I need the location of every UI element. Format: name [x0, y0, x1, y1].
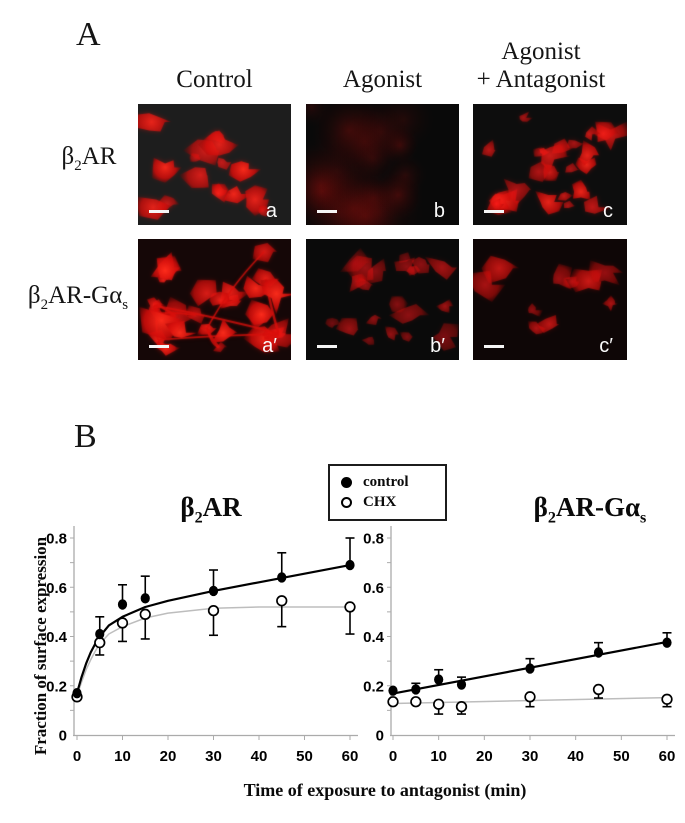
micrograph-panel-c: c — [473, 104, 627, 225]
chart-title-b2ar-gas: β2AR-Gαs — [533, 492, 647, 527]
y-tick-label: 0 — [376, 728, 384, 745]
micrograph-panel-a-prime: a′ — [138, 239, 291, 360]
column-header-control: Control — [176, 66, 253, 93]
x-tick-label: 10 — [114, 748, 131, 765]
scale-bar — [149, 344, 169, 348]
filled-circle-icon — [341, 477, 352, 488]
micrograph-image-c-prime — [473, 239, 627, 360]
x-tick-label: 50 — [613, 748, 630, 765]
micrograph-letter: b′ — [430, 335, 445, 357]
y-tick-label: 0.2 — [46, 678, 67, 695]
chart-b2ar: 0 0.2 0.4 0.6 0.8 0 10 20 30 40 50 60 — [46, 526, 358, 765]
x-tick-label: 50 — [296, 748, 313, 765]
data-point-chx — [433, 698, 445, 710]
data-point-chx — [207, 604, 220, 617]
data-point-control — [388, 685, 398, 696]
micrograph-letter: a′ — [262, 335, 277, 357]
data-point-chx — [661, 693, 673, 705]
data-point-control — [525, 663, 535, 674]
fit-line-CHX — [76, 606, 350, 696]
x-tick-label: 10 — [430, 748, 447, 765]
data-point-chx — [139, 608, 151, 620]
chart-title-b2ar: β2AR — [180, 492, 242, 527]
micrograph-letter: c — [603, 200, 613, 222]
chart-b2ar-gas: 0 0.2 0.4 0.6 0.8 0 10 20 30 40 50 60 — [363, 526, 675, 765]
y-tick-label: 0 — [59, 728, 67, 745]
x-tick-label: 40 — [251, 748, 268, 765]
data-point-control — [208, 585, 219, 597]
micrograph-panel-a: a — [138, 104, 291, 225]
micrograph-letter: b — [433, 200, 445, 222]
column-header-agonist: Agonist — [342, 66, 423, 93]
data-point-control — [72, 687, 82, 699]
surface-expression-charts: 00.20.40.60.80 10 20 30 40 50 6000.20.40.60.80… — [46, 526, 675, 765]
scale-bar — [484, 209, 504, 213]
micrograph-image-a-prime — [138, 239, 291, 360]
row-label-b2ar: β2AR — [61, 143, 117, 174]
micrograph-image-b-prime — [306, 239, 459, 360]
micrograph-panel-b-prime: b′ — [306, 239, 459, 360]
x-axis-label: Time of exposure to antagonist (min) — [243, 780, 527, 800]
data-point-chx — [524, 691, 536, 703]
y-tick-label: 0.6 — [363, 580, 384, 597]
legend-item-control: control — [341, 474, 445, 491]
legend-label-control: control — [363, 474, 409, 490]
data-point-control — [140, 593, 150, 604]
x-tick-label: 20 — [476, 748, 493, 765]
data-point-chx — [116, 617, 129, 629]
micrograph-image-a — [138, 104, 291, 225]
x-tick-label: 20 — [160, 748, 177, 765]
scale-bar — [317, 209, 337, 213]
row-label-b2ar-gas: β2AR-Gαs — [27, 282, 129, 313]
data-point-chx — [387, 696, 399, 708]
y-tick-label: 0.4 — [46, 629, 68, 646]
micrograph-letter: a — [265, 200, 277, 222]
x-tick-label: 40 — [567, 748, 584, 765]
data-point-chx — [344, 601, 356, 613]
data-point-control — [593, 647, 604, 658]
data-point-chx — [592, 683, 605, 696]
panel-b-label: B — [74, 418, 97, 455]
x-tick-label: 30 — [522, 748, 539, 765]
micrograph-panel-c-prime: c′ — [473, 239, 627, 360]
data-point-chx — [455, 701, 468, 713]
y-tick-label: 0.8 — [46, 531, 67, 548]
y-tick-label: 0.8 — [363, 531, 384, 548]
legend-box: control CHX — [328, 464, 447, 521]
x-tick-label: 60 — [659, 748, 676, 765]
data-point-chx — [276, 595, 288, 607]
x-tick-label: 0 — [389, 748, 397, 765]
micrograph-image-c — [473, 104, 627, 225]
y-tick-label: 0.2 — [363, 678, 384, 695]
x-tick-label: 30 — [205, 748, 222, 765]
panel-a-label: A — [76, 16, 101, 53]
open-circle-icon — [341, 497, 352, 508]
scale-bar — [484, 344, 504, 348]
x-tick-label: 0 — [73, 748, 81, 765]
data-point-chx — [94, 637, 106, 649]
data-point-control — [95, 628, 105, 640]
legend-label-chx: CHX — [363, 494, 397, 510]
micrograph-image-b — [306, 104, 459, 225]
data-point-control — [277, 572, 287, 583]
data-point-control — [411, 684, 421, 695]
scale-bar — [317, 344, 337, 348]
x-tick-label: 60 — [342, 748, 359, 765]
data-point-chx — [410, 696, 422, 708]
column-header-agonist-antagonist: Agonist + Antagonist — [476, 38, 606, 93]
y-tick-label: 0.6 — [46, 580, 67, 597]
data-point-control — [434, 674, 444, 685]
micrograph-panel-b: b — [306, 104, 459, 225]
data-point-control — [117, 599, 128, 610]
scale-bar — [149, 209, 169, 213]
y-tick-label: 0.4 — [363, 629, 385, 646]
data-point-control — [662, 637, 672, 648]
micrograph-letter: c′ — [599, 335, 613, 357]
data-point-control — [345, 559, 355, 571]
data-point-control — [456, 679, 467, 690]
fit-line-control — [75, 564, 351, 694]
legend-item-chx: CHX — [341, 494, 445, 511]
